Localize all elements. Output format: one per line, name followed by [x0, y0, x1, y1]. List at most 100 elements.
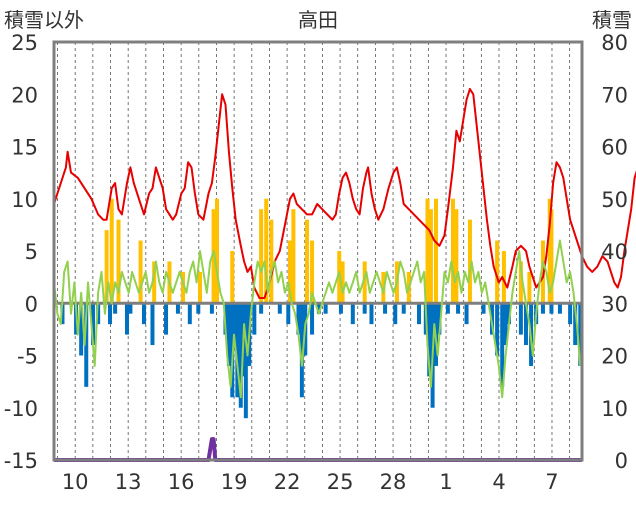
- blue-bar: [456, 303, 461, 314]
- blue-bar: [96, 303, 101, 325]
- orange-bar: [549, 209, 554, 304]
- blue-bar: [362, 303, 367, 314]
- x-tick-label: 10: [62, 470, 89, 494]
- blue-bar: [495, 303, 500, 356]
- orange-bar: [450, 198, 455, 304]
- orange-bar: [109, 198, 114, 304]
- orange-bar: [152, 261, 157, 304]
- x-axis-ticks: 10 13 16 19 22 25 28 1 4 7: [62, 470, 559, 494]
- blue-bar: [299, 303, 304, 398]
- orange-bar: [433, 198, 438, 304]
- left-tick-label: -15: [4, 449, 38, 473]
- blue-bar: [557, 303, 562, 314]
- x-tick-label: 1: [439, 470, 452, 494]
- blue-bars: [60, 303, 583, 419]
- red-series-line: [53, 88, 636, 299]
- orange-bar: [362, 261, 367, 304]
- blue-bar: [252, 303, 257, 335]
- blue-bar: [187, 303, 192, 325]
- left-tick-label: 5: [25, 240, 38, 264]
- blue-bar: [401, 303, 406, 314]
- orange-bar: [198, 271, 203, 304]
- blue-bar: [500, 303, 505, 387]
- right-tick-label: 70: [601, 83, 628, 107]
- left-tick-label: 10: [11, 188, 38, 212]
- orange-bar: [214, 198, 219, 304]
- x-tick-label: 28: [380, 470, 407, 494]
- blue-bar: [91, 303, 96, 346]
- blue-bar: [238, 303, 243, 408]
- blue-bar: [128, 303, 133, 314]
- left-axis-label: 積雪以外: [4, 8, 84, 32]
- blue-bar: [259, 303, 264, 314]
- blue-bar: [125, 303, 130, 335]
- x-tick-label: 19: [221, 470, 248, 494]
- left-axis-ticks: 25 20 15 10 5 0 -5 -10 -15: [4, 31, 38, 473]
- blue-bar: [296, 303, 301, 335]
- x-tick-label: 4: [492, 470, 505, 494]
- blue-bar: [323, 303, 328, 314]
- green-series-line: [53, 239, 582, 399]
- blue-bar: [369, 303, 374, 325]
- orange-bar: [116, 219, 121, 304]
- orange-bar: [425, 198, 430, 304]
- blue-bar: [573, 303, 578, 346]
- blue-bar: [209, 303, 214, 314]
- right-tick-label: 20: [601, 345, 628, 369]
- orange-bar: [264, 198, 269, 304]
- orange-bar: [230, 251, 235, 304]
- blue-bar: [481, 303, 486, 314]
- blue-bar: [338, 303, 343, 314]
- x-tick-label: 13: [115, 470, 142, 494]
- plot-frame: [52, 40, 584, 462]
- left-tick-label: 15: [11, 136, 38, 160]
- plot-border: [52, 40, 584, 462]
- blue-bar: [503, 303, 508, 346]
- orange-bar: [495, 240, 500, 304]
- blue-bar: [286, 303, 291, 325]
- purple-series-line: [54, 437, 582, 462]
- orange-bar: [454, 209, 459, 304]
- orange-bar: [501, 251, 506, 304]
- blue-bar: [568, 303, 573, 325]
- blue-bar: [523, 303, 528, 346]
- blue-bar: [164, 303, 169, 335]
- chart-title: 高田: [298, 8, 338, 32]
- orange-bar: [104, 230, 109, 304]
- blue-bar: [578, 303, 583, 366]
- blue-bar: [108, 303, 113, 325]
- orange-bar: [527, 271, 532, 304]
- x-tick-label: 7: [545, 470, 558, 494]
- blue-bar: [316, 303, 321, 314]
- right-tick-label: 10: [601, 397, 628, 421]
- x-tick-label: 25: [327, 470, 354, 494]
- right-tick-label: 0: [615, 449, 628, 473]
- blue-bar: [445, 303, 450, 314]
- left-tick-label: -10: [4, 397, 38, 421]
- right-tick-label: 30: [601, 292, 628, 316]
- orange-bar: [428, 209, 433, 304]
- blue-bar: [506, 303, 511, 325]
- blue-bar: [350, 303, 355, 325]
- blue-bar: [383, 303, 388, 314]
- blue-bar: [427, 303, 432, 377]
- blue-bar: [226, 303, 231, 366]
- blue-bar: [243, 303, 248, 419]
- orange-bar: [340, 261, 345, 304]
- blue-bar: [464, 303, 469, 325]
- blue-bar: [310, 303, 315, 335]
- x-tick-label: 22: [274, 470, 301, 494]
- left-tick-label: 0: [25, 292, 38, 316]
- right-tick-label: 60: [601, 136, 628, 160]
- orange-bar: [291, 209, 296, 304]
- orange-bar: [138, 240, 143, 304]
- orange-bar: [310, 240, 315, 304]
- blue-bar: [196, 303, 201, 314]
- right-tick-label: 50: [601, 188, 628, 212]
- blue-bar: [277, 303, 282, 314]
- grid-lines: [57, 42, 571, 460]
- orange-bar: [259, 209, 264, 304]
- right-tick-label: 40: [601, 240, 628, 264]
